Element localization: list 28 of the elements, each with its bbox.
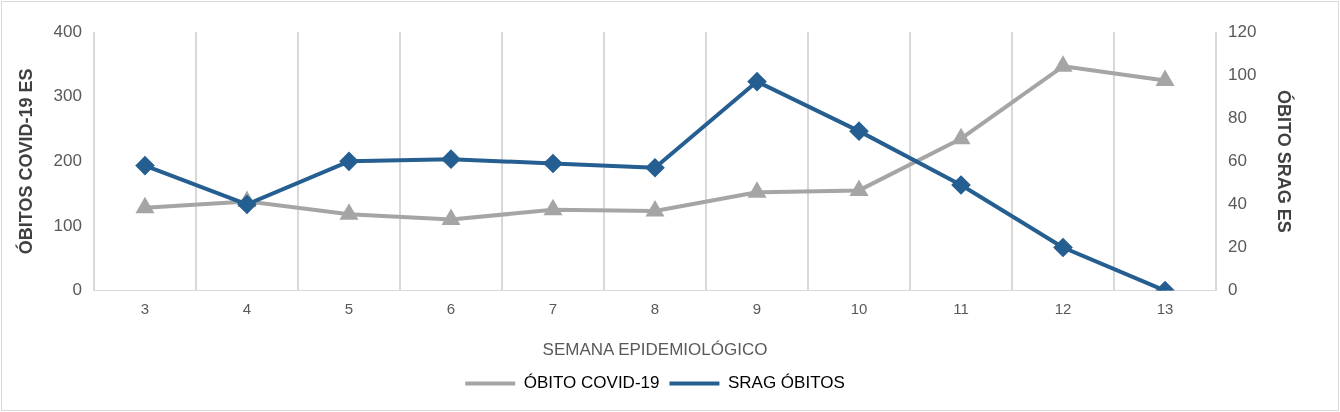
y2-axis-title: ÓBITO SRAG ES	[1274, 89, 1296, 233]
y2-tick-label: 100	[1228, 64, 1257, 84]
x-tick-label: 5	[344, 299, 354, 317]
x-tick-label: 12	[1054, 299, 1072, 317]
y2-tick-label: 0	[1228, 280, 1238, 300]
x-tick-label: 13	[1156, 299, 1174, 317]
x-tick-label: 7	[548, 299, 558, 317]
x-tick-label: 9	[752, 299, 762, 317]
y-tick-label: 0	[72, 280, 82, 300]
y-axis-title: ÓBITOS COVID-19 ES	[14, 68, 36, 255]
x-tick-label: 3	[140, 299, 150, 317]
legend-label: ÓBITO COVID-19	[523, 373, 660, 393]
x-tick-label: 8	[650, 299, 660, 317]
x-tick-label: 11	[953, 299, 969, 317]
y-tick-label: 300	[53, 86, 82, 106]
y2-tick-label: 120	[1228, 21, 1257, 41]
x-axis-title: SEMANA EPIDEMIOLÓGICO	[542, 340, 768, 360]
x-tick-label: 4	[242, 299, 252, 317]
y2-tick-label: 20	[1228, 237, 1247, 257]
y-tick-label: 200	[53, 150, 82, 170]
y2-tick-label: 80	[1228, 107, 1247, 127]
legend-label: SRAG ÓBITOS	[727, 373, 845, 393]
y2-tick-label: 40	[1228, 194, 1247, 214]
x-tick-label: 6	[446, 299, 456, 317]
y-tick-label: 100	[53, 215, 82, 235]
y2-tick-label: 60	[1228, 150, 1247, 170]
y-tick-label: 400	[53, 21, 82, 41]
x-tick-label: 10	[850, 299, 868, 317]
